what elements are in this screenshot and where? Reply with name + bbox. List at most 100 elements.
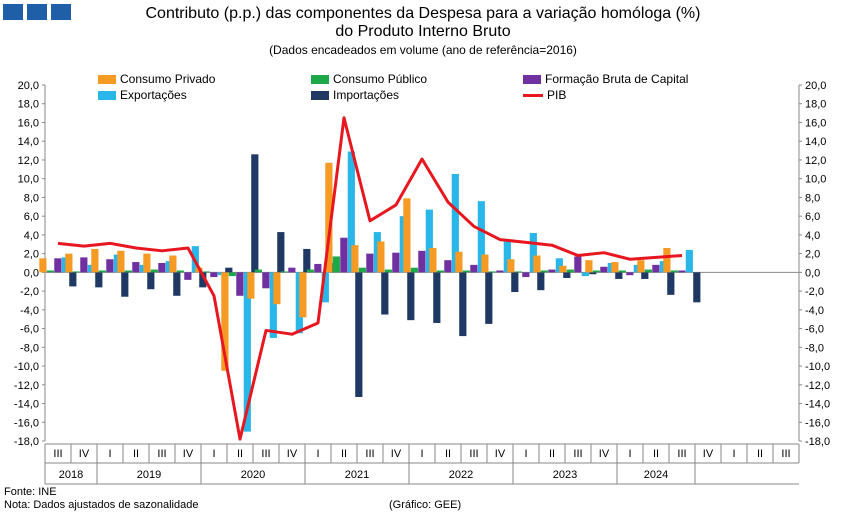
bar bbox=[377, 241, 385, 273]
bar bbox=[462, 270, 470, 273]
bar bbox=[548, 269, 556, 273]
bar bbox=[132, 262, 140, 273]
y-tick-label: -10,0 bbox=[805, 361, 830, 373]
x-tick-label-year: 2024 bbox=[644, 469, 668, 481]
y-tick-label: -6,0 bbox=[805, 324, 824, 336]
bar bbox=[444, 260, 452, 273]
bar bbox=[459, 272, 467, 337]
x-tick-label-quarter: I bbox=[732, 448, 735, 460]
bar bbox=[95, 272, 103, 288]
x-tick-label-quarter: III bbox=[781, 448, 790, 460]
bar bbox=[46, 270, 54, 273]
bar bbox=[663, 248, 671, 273]
bar bbox=[410, 267, 418, 273]
bar bbox=[143, 253, 151, 273]
y-tick-label: -10,0 bbox=[14, 361, 39, 373]
bar bbox=[39, 258, 47, 273]
y-tick-label: -18,0 bbox=[14, 436, 39, 448]
bar bbox=[251, 154, 259, 273]
bar bbox=[488, 271, 496, 273]
bar bbox=[150, 269, 158, 273]
bar bbox=[199, 272, 207, 288]
bar bbox=[403, 198, 411, 273]
bar bbox=[511, 272, 519, 293]
bar bbox=[537, 272, 545, 291]
bar bbox=[533, 255, 541, 273]
bar bbox=[247, 272, 255, 299]
y-tick-label: 20,0 bbox=[18, 80, 39, 92]
bar bbox=[641, 272, 649, 279]
legend-swatch bbox=[523, 75, 541, 85]
bar bbox=[210, 272, 218, 278]
bar bbox=[299, 272, 307, 318]
bar bbox=[540, 270, 548, 273]
bar bbox=[425, 209, 433, 273]
chart-title: Contributo (p.p.) das componentes da Des… bbox=[145, 5, 701, 40]
bar bbox=[429, 248, 437, 273]
bar bbox=[618, 270, 626, 273]
bar bbox=[202, 271, 210, 273]
y-tick-label: -6,0 bbox=[20, 324, 39, 336]
bar bbox=[637, 260, 645, 273]
x-tick-label-quarter: II bbox=[341, 448, 347, 460]
bar bbox=[303, 248, 311, 273]
y-tick-label: 10,0 bbox=[18, 174, 39, 186]
bar bbox=[254, 269, 262, 273]
bar bbox=[418, 250, 426, 273]
x-tick-label-quarter: I bbox=[316, 448, 319, 460]
bar bbox=[121, 272, 129, 297]
x-tick-label-quarter: III bbox=[261, 448, 270, 460]
y-tick-label: 10,0 bbox=[805, 174, 826, 186]
bar bbox=[176, 270, 184, 273]
bar bbox=[347, 151, 355, 273]
bar bbox=[507, 259, 515, 273]
bar bbox=[481, 254, 489, 273]
bar bbox=[555, 258, 563, 273]
x-tick-label-quarter: I bbox=[212, 448, 215, 460]
bar bbox=[147, 272, 155, 290]
legend-swatch bbox=[523, 94, 543, 98]
bar bbox=[65, 253, 73, 273]
bar bbox=[574, 256, 582, 273]
bar bbox=[351, 245, 359, 273]
bar bbox=[592, 270, 600, 273]
y-tick-label: -16,0 bbox=[805, 417, 830, 429]
y-tick-label: 2,0 bbox=[24, 249, 39, 261]
legend-item-fbc: Formação Bruta de Capital bbox=[523, 73, 688, 86]
legend-item-consumo-privado: Consumo Privado bbox=[98, 73, 215, 86]
y-tick-label: 8,0 bbox=[805, 192, 820, 204]
x-tick-label-quarter: IV bbox=[287, 448, 298, 460]
bar bbox=[106, 259, 114, 273]
x-tick-label-quarter: III bbox=[573, 448, 582, 460]
x-tick-label-quarter: III bbox=[469, 448, 478, 460]
legend-label: Consumo Privado bbox=[120, 72, 216, 86]
x-tick-label-year: 2020 bbox=[241, 469, 265, 481]
y-tick-label: 2,0 bbox=[805, 249, 820, 261]
bar bbox=[563, 272, 571, 278]
bar bbox=[306, 269, 314, 273]
x-tick-label-quarter: III bbox=[157, 448, 166, 460]
bar bbox=[321, 272, 329, 303]
bar bbox=[332, 256, 340, 273]
bar bbox=[72, 271, 80, 273]
y-tick-label: 8,0 bbox=[24, 192, 39, 204]
bar bbox=[366, 253, 374, 273]
bar bbox=[117, 250, 125, 273]
legend-item-consumo-publico: Consumo Público bbox=[311, 73, 427, 86]
legend-item-importacoes: Importações bbox=[311, 89, 399, 102]
x-tick-label-quarter: II bbox=[237, 448, 243, 460]
bar bbox=[455, 251, 463, 273]
bar bbox=[269, 272, 277, 338]
x-tick-label-year: 2019 bbox=[137, 469, 161, 481]
bar bbox=[581, 272, 589, 277]
x-tick-label-quarter: IV bbox=[183, 448, 194, 460]
y-tick-label: -4,0 bbox=[20, 305, 39, 317]
y-tick-label: 0,0 bbox=[805, 267, 820, 279]
bar bbox=[221, 272, 229, 371]
bar bbox=[566, 269, 574, 273]
bar bbox=[496, 270, 504, 273]
bar bbox=[589, 272, 597, 275]
y-tick-label: -14,0 bbox=[14, 399, 39, 411]
bar bbox=[685, 249, 693, 273]
y-tick-label: 6,0 bbox=[24, 211, 39, 223]
